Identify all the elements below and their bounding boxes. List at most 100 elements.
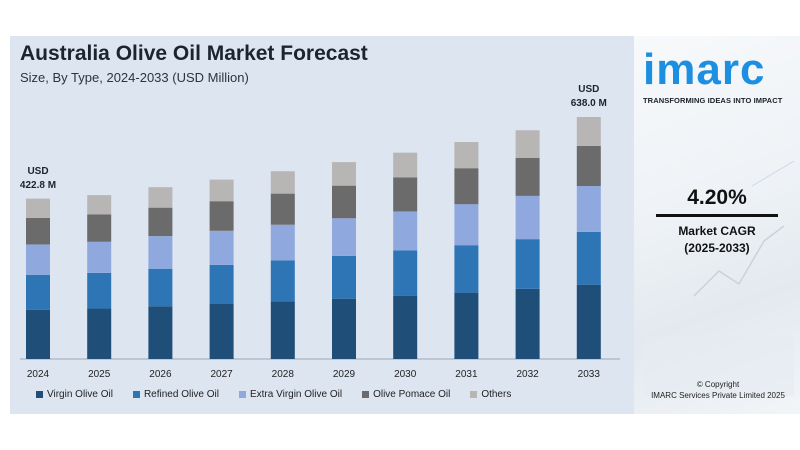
decorative-line: [751, 160, 795, 187]
legend-label-extra-virgin-olive-oil: Extra Virgin Olive Oil: [249, 389, 343, 400]
bar-segment-2032-others: [515, 130, 540, 158]
x-tick-label-2033: 2033: [578, 369, 601, 380]
bar-segment-2024-olive-pomace-oil: [26, 217, 50, 245]
chart-title: Australia Olive Oil Market Forecast: [20, 42, 368, 65]
bar-segment-2030-olive-pomace-oil: [393, 177, 418, 212]
bar-segment-2026-virgin-olive-oil: [148, 306, 173, 359]
bar-segment-2025-extra-virgin-olive-oil: [87, 241, 112, 273]
legend-label-olive-pomace-oil: Olive Pomace Oil: [373, 389, 451, 400]
chart-subtitle: Size, By Type, 2024-2033 (USD Million): [20, 70, 249, 85]
end-value-label: 638.0 M: [570, 98, 607, 109]
legend-item-others: Others: [470, 389, 511, 400]
legend-label-others: Others: [481, 389, 512, 400]
bar-segment-2026-extra-virgin-olive-oil: [148, 236, 173, 269]
bar-segment-2031-olive-pomace-oil: [454, 168, 479, 205]
legend-label-virgin-olive-oil: Virgin Olive Oil: [47, 389, 113, 400]
bar-segment-2031-extra-virgin-olive-oil: [454, 204, 479, 246]
bar-segment-2024-extra-virgin-olive-oil: [26, 244, 50, 275]
bar-segment-2029-virgin-olive-oil: [332, 298, 356, 359]
bar-segment-2032-extra-virgin-olive-oil: [515, 195, 540, 240]
cagr-value: 4.20%: [687, 186, 747, 209]
bar-segment-2028-others: [270, 171, 295, 194]
copyright-line2: IMARC Services Private Limited 2025: [651, 391, 785, 400]
bar-segment-2029-extra-virgin-olive-oil: [332, 218, 356, 256]
x-tick-label-2025: 2025: [88, 369, 111, 380]
bar-segment-2028-extra-virgin-olive-oil: [270, 224, 295, 261]
start-currency-label: USD: [27, 165, 49, 177]
bar-segment-2030-refined-olive-oil: [393, 250, 418, 296]
bar-segment-2033-olive-pomace-oil: [576, 145, 601, 187]
x-tick-label-2030: 2030: [394, 369, 417, 380]
bar-segment-2026-olive-pomace-oil: [148, 207, 173, 237]
brand-tagline: TRANSFORMING IDEAS INTO IMPACT: [643, 96, 783, 105]
legend-swatch-refined-olive-oil: [132, 391, 140, 398]
bar-segment-2024-virgin-olive-oil: [26, 309, 50, 359]
bar-segment-2027-olive-pomace-oil: [209, 201, 234, 231]
bar-segment-2027-extra-virgin-olive-oil: [209, 230, 234, 265]
bar-segment-2027-virgin-olive-oil: [209, 304, 234, 359]
imarc-logo: imarc: [643, 45, 766, 94]
bar-segment-2028-refined-olive-oil: [270, 260, 295, 302]
bar-segment-2033-extra-virgin-olive-oil: [576, 186, 601, 232]
x-tick-label-2027: 2027: [210, 369, 233, 380]
legend-item-olive-pomace-oil: Olive Pomace Oil: [362, 389, 450, 400]
legend-item-virgin-olive-oil: Virgin Olive Oil: [36, 389, 113, 400]
copyright-line1: © Copyright: [696, 380, 740, 389]
legend-label-refined-olive-oil: Refined Olive Oil: [143, 389, 219, 400]
x-tick-label-2026: 2026: [149, 369, 172, 380]
bar-segment-2028-virgin-olive-oil: [270, 301, 295, 359]
x-tick-label-2031: 2031: [455, 369, 478, 380]
bar-segment-2030-extra-virgin-olive-oil: [393, 211, 418, 251]
end-value-annotation: USD 638.0 M: [565, 83, 613, 111]
chart-legend: Virgin Olive Oil Refined Olive Oil Extra V…: [36, 389, 531, 400]
bar-segment-2024-others: [26, 198, 50, 218]
x-tick-label-2024: 2024: [27, 369, 50, 380]
decorative-background-graphic: [644, 160, 795, 396]
legend-item-extra-virgin-olive-oil: Extra Virgin Olive Oil: [238, 389, 343, 400]
cagr-label: Market CAGR (2025-2033): [656, 223, 778, 257]
start-value-annotation: USD 422.8 M: [14, 165, 62, 193]
bar-segment-2024-refined-olive-oil: [26, 274, 50, 310]
bar-segment-2025-olive-pomace-oil: [87, 214, 112, 242]
bar-segment-2025-virgin-olive-oil: [87, 308, 112, 359]
bar-segment-2027-others: [209, 179, 234, 202]
bar-segment-2029-olive-pomace-oil: [332, 185, 356, 219]
bar-segment-2031-others: [454, 142, 479, 169]
bar-segment-2031-virgin-olive-oil: [454, 292, 479, 359]
x-tick-label-2029: 2029: [333, 369, 356, 380]
bar-segment-2032-refined-olive-oil: [515, 239, 540, 289]
bar-segment-2025-others: [87, 195, 112, 215]
copyright-notice: © Copyright IMARC Services Private Limit…: [640, 379, 796, 401]
side-panel: [634, 36, 800, 414]
x-tick-label-2032: 2032: [516, 369, 539, 380]
decorative-paper: [644, 336, 794, 396]
bar-segment-2033-others: [576, 117, 601, 146]
bar-segment-2033-refined-olive-oil: [576, 231, 601, 285]
legend-swatch-olive-pomace-oil: [362, 391, 370, 398]
bar-segment-2033-virgin-olive-oil: [576, 284, 601, 359]
bar-segment-2026-refined-olive-oil: [148, 268, 173, 307]
bar-segment-2032-olive-pomace-oil: [515, 157, 540, 196]
x-tick-label-2028: 2028: [272, 369, 295, 380]
bar-segment-2030-others: [393, 152, 418, 178]
legend-swatch-others: [470, 391, 478, 398]
legend-item-refined-olive-oil: Refined Olive Oil: [132, 389, 219, 400]
bar-segment-2028-olive-pomace-oil: [270, 193, 295, 225]
bar-segment-2030-virgin-olive-oil: [393, 295, 418, 359]
stacked-bar-chart: 2024 2025 2026 2027 2028 2029 2030 2031 2032 2033: [20, 117, 620, 380]
bar-segment-2025-refined-olive-oil: [87, 272, 112, 309]
decorative-trend-line: [693, 225, 785, 297]
bar-segment-2031-refined-olive-oil: [454, 245, 479, 293]
end-currency-label: USD: [578, 84, 600, 95]
cagr-label-line2: (2025-2033): [684, 241, 750, 255]
bar-segment-2029-others: [332, 162, 356, 186]
bar-segment-2029-refined-olive-oil: [332, 255, 356, 299]
legend-swatch-extra-virgin-olive-oil: [238, 391, 246, 398]
bar-segment-2032-virgin-olive-oil: [515, 288, 540, 359]
cagr-divider: [656, 214, 778, 217]
bar-segment-2027-refined-olive-oil: [209, 264, 234, 304]
start-value-label: 422.8 M: [19, 179, 57, 191]
bar-segment-2026-others: [148, 187, 173, 208]
cagr-label-line1: Market CAGR: [678, 224, 756, 238]
legend-swatch-virgin-olive-oil: [36, 391, 43, 398]
